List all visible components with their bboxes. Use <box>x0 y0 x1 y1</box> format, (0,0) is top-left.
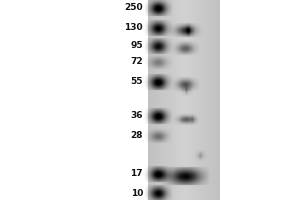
Text: 95: 95 <box>130 42 143 50</box>
Text: 17: 17 <box>130 170 143 178</box>
Text: 72: 72 <box>130 58 143 66</box>
Text: 10: 10 <box>130 188 143 198</box>
Text: 250: 250 <box>124 3 143 12</box>
Text: 36: 36 <box>130 112 143 120</box>
Text: 28: 28 <box>130 132 143 140</box>
Text: 130: 130 <box>124 23 143 32</box>
Text: 55: 55 <box>130 77 143 86</box>
